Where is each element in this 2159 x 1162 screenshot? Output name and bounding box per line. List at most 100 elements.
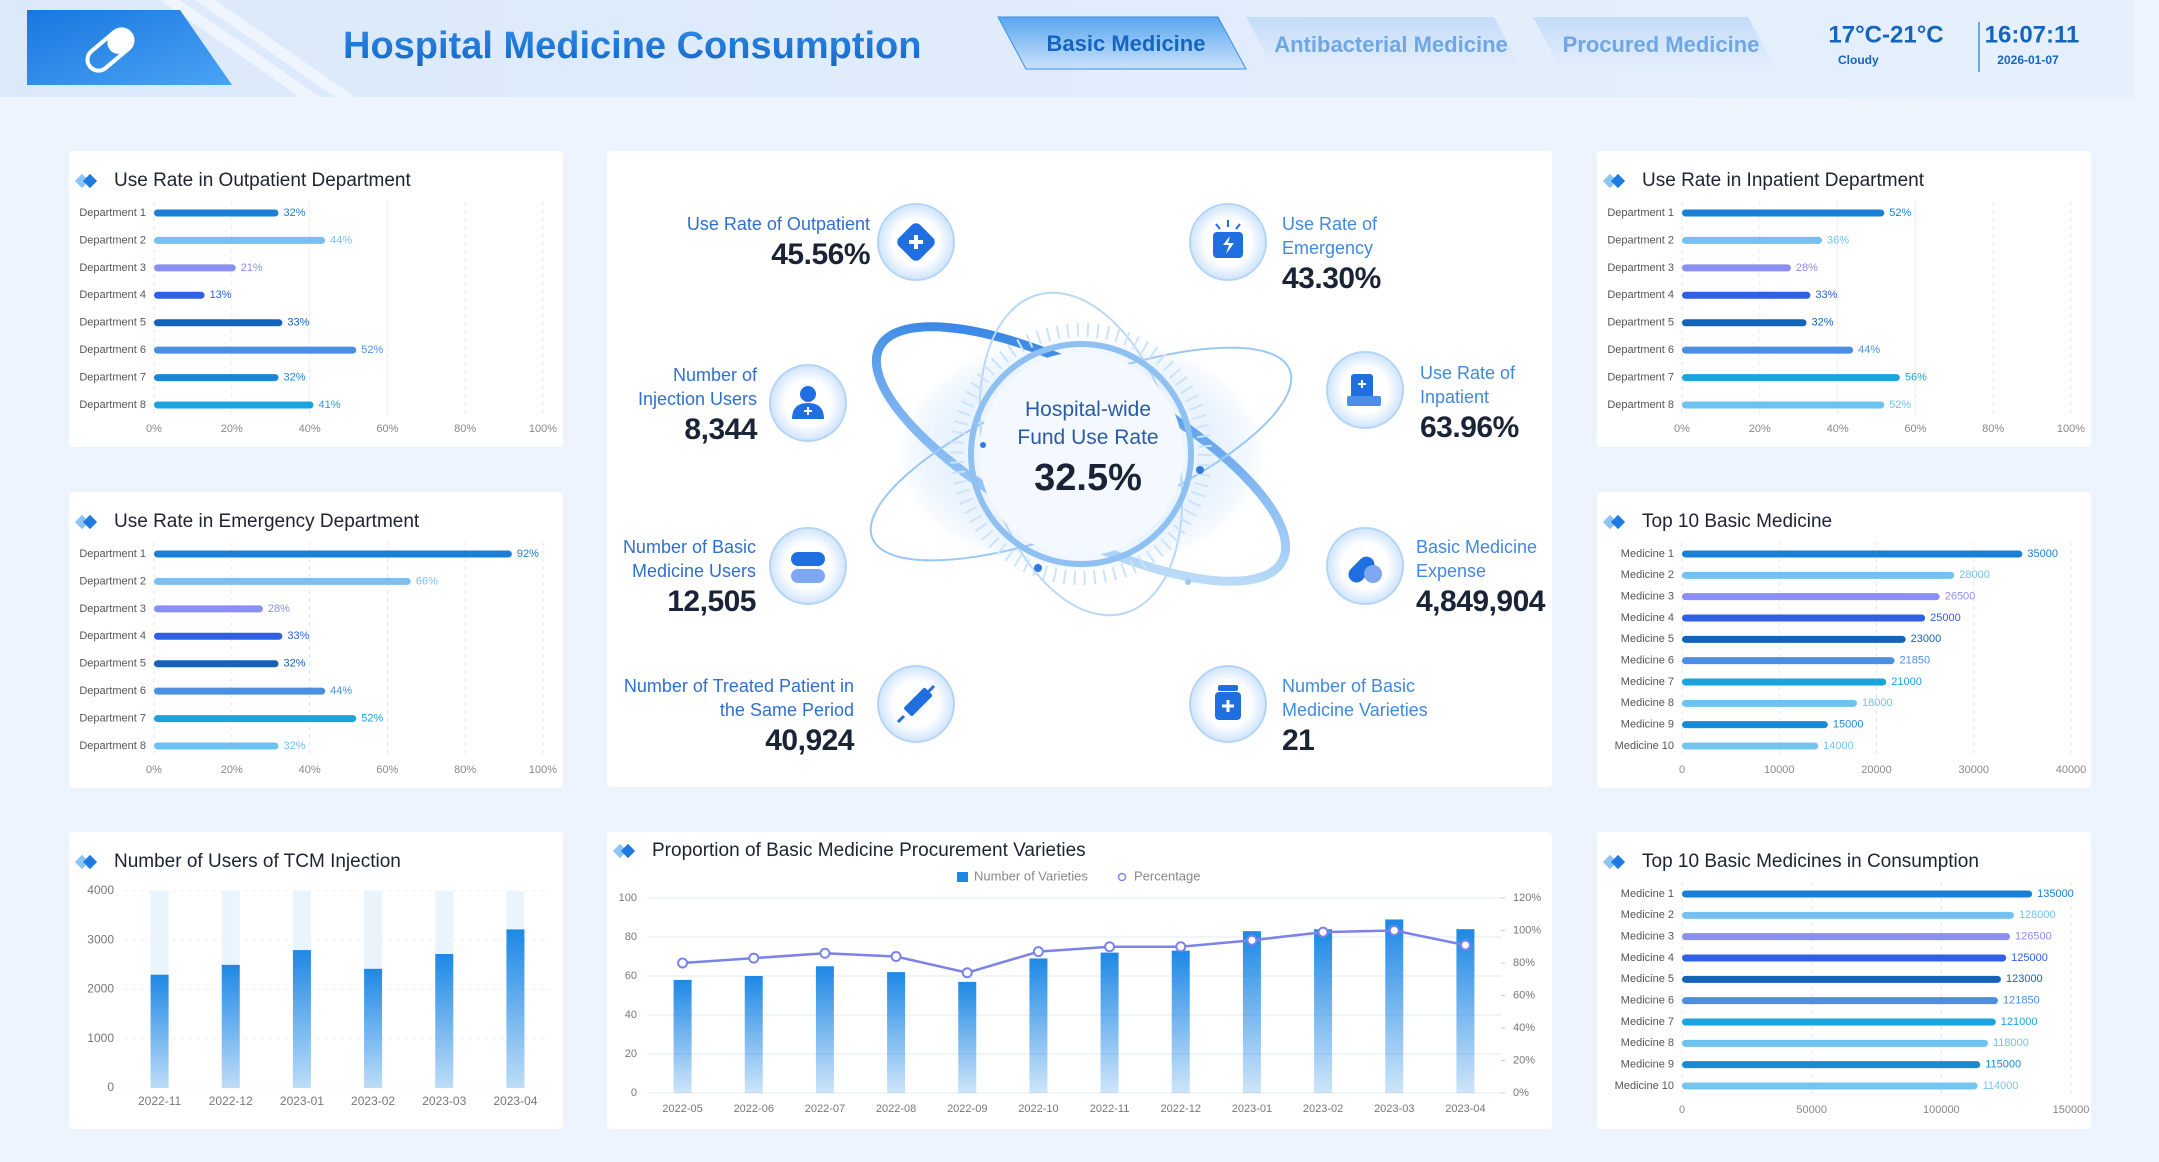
x-tick-label: 2023-03 [422, 1094, 466, 1108]
bar [1682, 975, 2001, 983]
value-label: 32% [1811, 317, 1833, 329]
x-tick-label: 2022-05 [662, 1103, 702, 1115]
value-label: 52% [1889, 399, 1911, 411]
x-tick-label: 2022-11 [1090, 1103, 1130, 1115]
panel-background [1597, 151, 2091, 447]
chart-title: Use Rate in Inpatient Department [1642, 170, 1925, 191]
category-label: Medicine 1 [1621, 888, 1674, 900]
panel-background [69, 832, 563, 1129]
tab-label[interactable]: Basic Medicine [1047, 31, 1206, 56]
tab-label[interactable]: Antibacterial Medicine [1274, 32, 1508, 57]
x-tick-label: 100000 [1923, 1104, 1960, 1116]
bar [1100, 952, 1119, 1093]
category-label: Department 2 [1607, 234, 1674, 246]
x-tick-label: 60% [1904, 423, 1926, 435]
line-point [1032, 946, 1044, 958]
x-tick-label: 60% [376, 423, 398, 435]
category-label: Medicine 10 [1615, 1080, 1674, 1092]
bar [1171, 950, 1190, 1093]
chart-panel: Use Rate in Emergency Department 0% 20% 40%… [69, 492, 563, 788]
bar [744, 976, 763, 1093]
category-label: Department 6 [79, 344, 146, 356]
title-icon [612, 843, 628, 859]
value-label: 56% [1905, 371, 1927, 383]
y-tick-label: 4000 [87, 883, 114, 897]
kpi-value: 21 [1282, 724, 1315, 757]
bar [154, 605, 263, 613]
title-icon [620, 843, 636, 859]
bar [1682, 890, 2033, 898]
category-label: Department 1 [79, 548, 146, 560]
category-label: Department 5 [1607, 317, 1674, 329]
bar [1682, 374, 1900, 382]
tab[interactable] [1246, 17, 1522, 69]
x-tick-label: 20000 [1861, 764, 1892, 776]
x-tick-label: 20% [221, 423, 243, 435]
tab-active[interactable] [997, 16, 1247, 70]
bar [1456, 929, 1475, 1093]
category-label: Department 8 [1607, 399, 1674, 411]
bar [154, 632, 283, 640]
value-label: 32% [283, 658, 305, 670]
title-icon [1602, 173, 1618, 189]
line-point [748, 952, 760, 964]
line-point [1246, 934, 1258, 946]
x-tick-label: 10000 [1764, 764, 1795, 776]
value-label: 52% [361, 712, 383, 724]
kpi: Number of Treated Patient in the Same Pe… [614, 674, 855, 758]
temperature: 17°C-21°C [1828, 21, 1943, 48]
logo-icon [85, 27, 135, 73]
value-label: 121000 [2001, 1016, 2038, 1028]
value-label: 52% [361, 344, 383, 356]
x-tick-label: 30000 [1958, 764, 1989, 776]
x-tick-label: 0% [1674, 423, 1690, 435]
bar [154, 319, 283, 327]
value-label: 32% [283, 207, 305, 219]
bar [154, 209, 279, 217]
bar [154, 660, 279, 668]
center-value: 32.5% [1034, 457, 1142, 499]
y-tick-label: 0 [107, 1080, 114, 1094]
clock-time: 16:07:11 [1985, 21, 2080, 48]
bar [1682, 593, 1940, 601]
x-tick-label: 2023-04 [493, 1094, 537, 1108]
x-tick-label: 2022-07 [805, 1103, 845, 1115]
value-label: 44% [330, 685, 352, 697]
tab-label[interactable]: Procured Medicine [1563, 32, 1760, 57]
kpi: Number of Injection Users 8,344 [612, 363, 758, 447]
center-kpi: Hospital-wide Fund Use Rate 32.5% [1003, 396, 1173, 500]
bar [1029, 958, 1048, 1093]
legend-swatch [957, 872, 968, 882]
x-tick-label: 20% [1749, 423, 1771, 435]
bar [1682, 1018, 1996, 1026]
tab[interactable] [1533, 17, 1776, 69]
bar [673, 979, 692, 1093]
value-label: 114000 [1983, 1080, 2019, 1092]
value-label: 18000 [1862, 697, 1893, 709]
category-label: Medicine 3 [1621, 931, 1674, 943]
legend-label: Number of Varieties [974, 868, 1088, 883]
category-label: Medicine 2 [1621, 909, 1674, 921]
x-tick-label: 2023-02 [1303, 1103, 1343, 1115]
bar [1682, 699, 1858, 707]
bar [1682, 236, 1823, 244]
bar [1682, 997, 1998, 1005]
title-icon [1610, 173, 1626, 189]
title-icon [74, 514, 90, 530]
bar [1682, 742, 1819, 750]
title-icon [74, 854, 90, 870]
category-label: Department 5 [79, 658, 146, 670]
category-label: Department 4 [1607, 289, 1674, 301]
chart-title: Proportion of Basic Medicine Procurement… [652, 840, 1086, 861]
kpi-value: 40,924 [765, 724, 854, 757]
category-label: Medicine 5 [1621, 973, 1674, 985]
weather-condition: Cloudy [1838, 53, 1879, 67]
line-point [1388, 925, 1400, 936]
header-stripe [195, 0, 355, 97]
x-tick-label: 2022-12 [209, 1094, 253, 1108]
x-tick-label: 40% [299, 423, 321, 435]
title-icon [82, 854, 98, 870]
bar [1682, 1082, 1978, 1090]
